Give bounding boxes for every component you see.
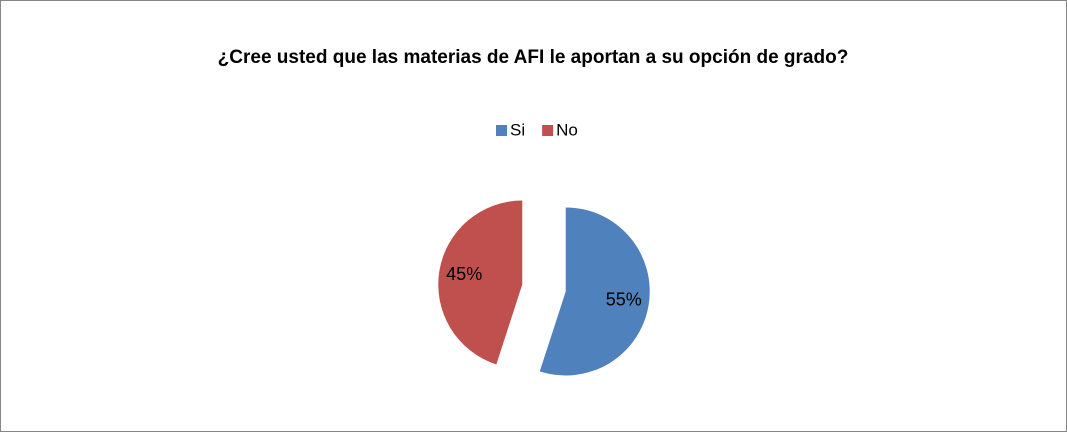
chart-title: ¿Cree usted que las materias de AFI le a… bbox=[218, 47, 849, 68]
legend-swatch bbox=[496, 125, 507, 136]
legend-label: No bbox=[556, 120, 578, 139]
data-label: 55% bbox=[606, 289, 642, 309]
pie-slice bbox=[539, 207, 650, 376]
legend-label: Si bbox=[510, 120, 525, 139]
data-label: 45% bbox=[446, 264, 482, 284]
legend-swatch bbox=[542, 125, 554, 136]
pie-slice bbox=[438, 200, 523, 365]
